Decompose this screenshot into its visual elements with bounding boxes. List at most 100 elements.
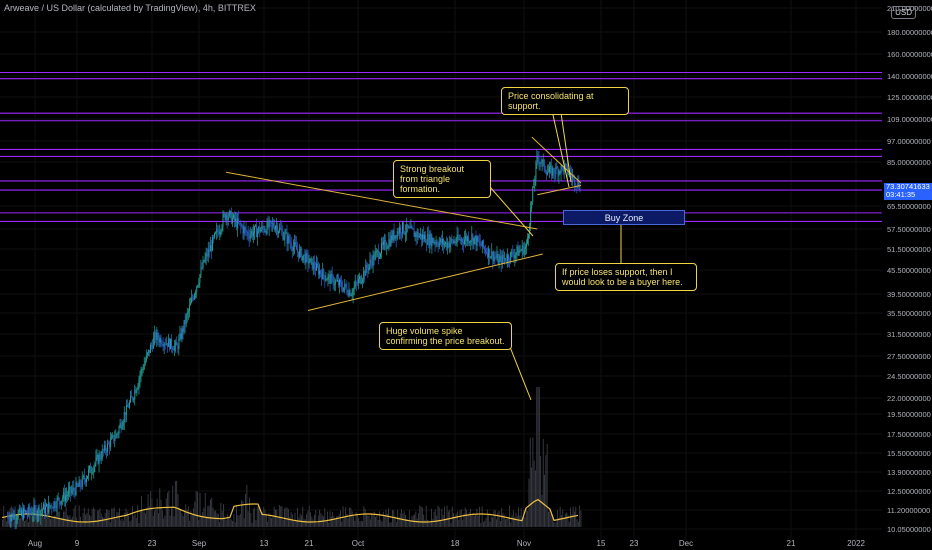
candle-body — [139, 374, 141, 379]
volume-bar — [437, 505, 439, 527]
candle-body — [264, 231, 266, 232]
candle-body — [99, 454, 101, 459]
volume-bar — [424, 519, 426, 527]
candle-body — [549, 166, 550, 172]
candle-body — [303, 254, 305, 256]
candle-body — [229, 211, 231, 212]
candle-body — [144, 360, 146, 365]
candle-body — [434, 242, 436, 244]
candle-body — [449, 243, 451, 248]
candle-body — [135, 389, 137, 393]
candle-body — [185, 315, 187, 325]
candle-body — [43, 504, 44, 510]
candle-body — [506, 260, 507, 262]
volume-bar — [472, 513, 474, 527]
candle-body — [323, 269, 325, 276]
candle-body — [108, 443, 109, 445]
candle-body — [396, 231, 398, 239]
buy-zone-box[interactable]: Buy Zone — [563, 210, 685, 225]
candle-body — [164, 343, 166, 345]
time-axis[interactable]: Aug 9 23 Sep 13 21 Oct 18 Nov 15 23 Dec 21 2022 — [28, 539, 866, 548]
candle-body — [367, 268, 369, 271]
candle-body — [574, 176, 576, 186]
candle-body — [332, 276, 334, 286]
volume-bar — [276, 509, 278, 527]
candle-body — [508, 254, 510, 261]
volume-bar — [408, 510, 410, 527]
candle-body — [162, 344, 164, 347]
candle-body — [557, 168, 559, 176]
candle-body — [372, 254, 374, 266]
candle-body — [484, 247, 485, 249]
volume-bar — [169, 515, 171, 527]
candle-body — [337, 280, 338, 281]
x-tick-label: Nov — [517, 539, 531, 548]
currency-button[interactable]: USD — [891, 6, 916, 19]
candle-body — [313, 262, 315, 269]
volume-bar — [356, 513, 358, 527]
candle-body — [79, 480, 81, 486]
volume-bar — [237, 514, 239, 527]
volume-bar — [207, 506, 209, 527]
candle-body — [335, 280, 337, 282]
candle-body — [289, 241, 291, 244]
candle-body — [276, 225, 277, 227]
candle-body — [87, 475, 88, 479]
candle-body — [296, 244, 297, 250]
volume-bar — [497, 512, 499, 527]
y-tick-label: 39.50000000 — [887, 290, 931, 299]
candle-body — [421, 233, 422, 240]
volume-bar — [52, 516, 54, 527]
candle-body — [514, 254, 516, 259]
candle-body — [71, 490, 73, 493]
candle-body — [175, 341, 177, 346]
volume-bar — [249, 497, 250, 527]
volume-bar — [147, 494, 149, 527]
candle-body — [200, 267, 202, 275]
candle-body — [448, 242, 450, 248]
candle-body — [510, 251, 512, 262]
volume-bar — [571, 513, 573, 527]
volume-bar — [525, 508, 527, 527]
annotation-loses-support[interactable]: If price loses support, then I would loo… — [555, 263, 697, 291]
volume-bar — [31, 516, 33, 527]
candle-body — [284, 233, 286, 238]
candle-body — [539, 162, 541, 164]
volume-bar — [567, 514, 569, 527]
candle-body — [72, 487, 74, 491]
annotation-consolidating[interactable]: Price consolidating at support. — [501, 87, 629, 115]
volume-bar — [425, 505, 427, 527]
price-axis[interactable]: 210.00000000 180.00000000 160.00000000 140.… — [882, 0, 932, 540]
candle-body — [128, 406, 129, 408]
volume-bar — [16, 514, 18, 527]
candle-body — [369, 259, 371, 265]
candle-body — [220, 230, 222, 232]
candle-body — [356, 282, 358, 284]
candle-body — [81, 476, 83, 487]
volume-bar — [91, 509, 93, 527]
candle-body — [359, 276, 360, 279]
volume-bar — [271, 518, 272, 527]
candle-body — [454, 241, 456, 243]
candle-body — [287, 235, 289, 244]
candle-body — [269, 220, 271, 222]
volume-bar — [319, 509, 321, 527]
volume-bar — [173, 516, 175, 527]
annotation-breakout[interactable]: Strong breakout from triangle formation. — [393, 160, 491, 198]
volume-bar — [83, 507, 85, 527]
candle-body — [479, 241, 481, 245]
volume-bar — [438, 507, 440, 527]
candle-body — [96, 454, 98, 458]
candle-body — [297, 249, 298, 252]
candle-body — [119, 423, 121, 428]
candle-body — [547, 172, 548, 175]
volume-bar — [277, 516, 279, 527]
candle-body — [437, 245, 439, 247]
candle-body — [302, 255, 304, 261]
volume-bar — [399, 513, 401, 527]
volume-bar — [542, 439, 544, 527]
volume-bar — [30, 507, 32, 527]
candle-body — [282, 230, 284, 240]
annotation-volume-spike[interactable]: Huge volume spike confirming the price b… — [379, 322, 512, 350]
